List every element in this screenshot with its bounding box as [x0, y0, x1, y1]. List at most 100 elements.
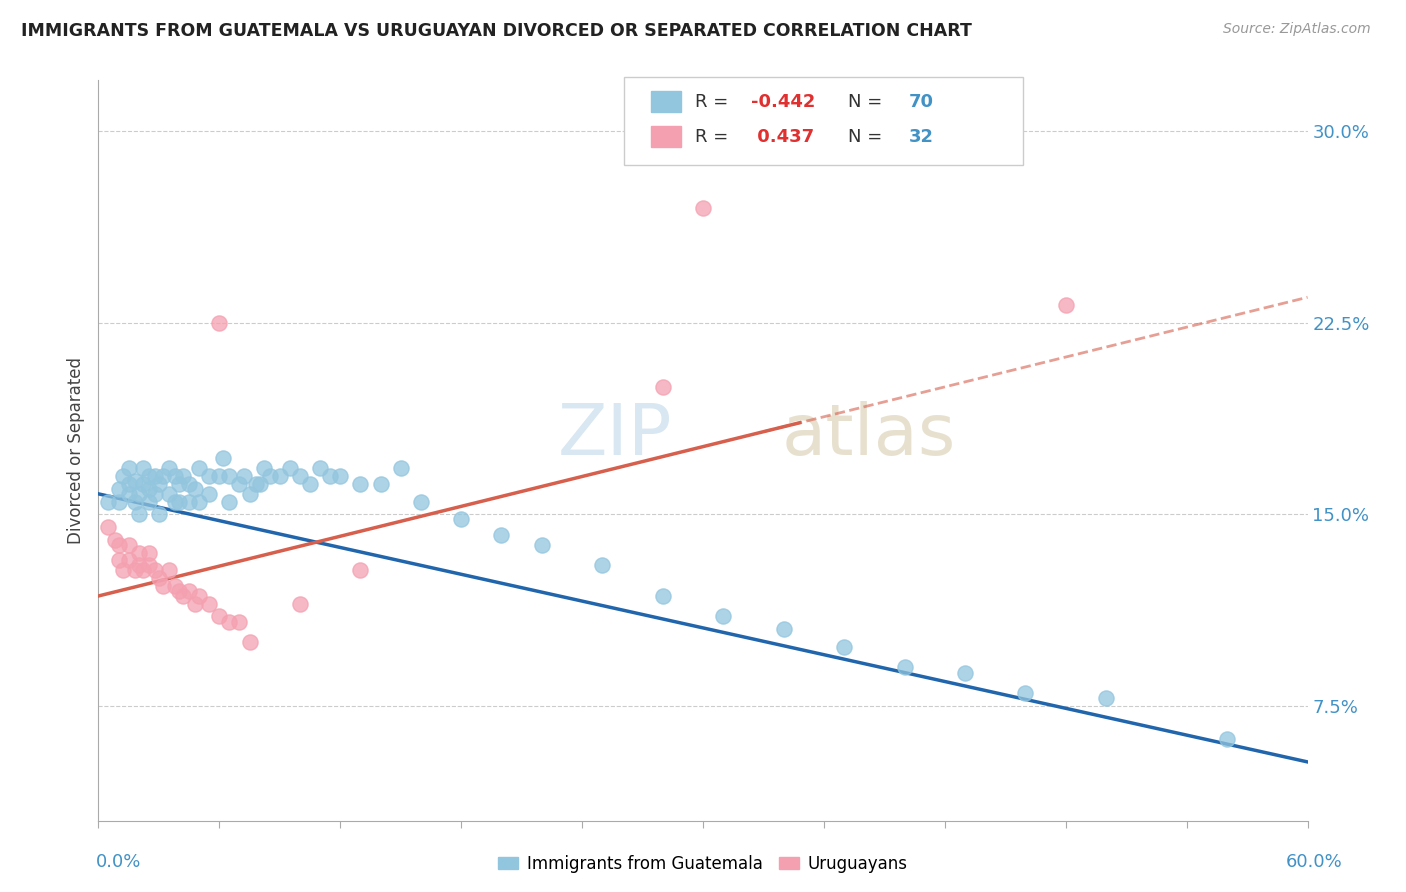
Point	[1216, 731, 1239, 746]
Point	[184, 482, 207, 496]
Point	[198, 597, 221, 611]
Point	[491, 527, 513, 541]
Text: 70: 70	[908, 93, 934, 111]
Point	[128, 545, 150, 559]
Text: ZIP: ZIP	[558, 401, 672, 470]
Point	[157, 564, 180, 578]
Point	[184, 597, 207, 611]
Point	[163, 579, 186, 593]
Point	[111, 564, 134, 578]
Point	[138, 482, 160, 496]
Point	[118, 487, 141, 501]
Point	[249, 476, 271, 491]
Text: R =: R =	[695, 128, 734, 145]
Point	[299, 476, 322, 491]
Point	[1014, 686, 1036, 700]
Text: 32: 32	[908, 128, 934, 145]
Point	[163, 494, 186, 508]
Point	[107, 494, 129, 508]
Text: Source: ZipAtlas.com: Source: ZipAtlas.com	[1223, 22, 1371, 37]
Point	[832, 640, 855, 654]
Point	[188, 589, 211, 603]
Point	[208, 316, 231, 330]
Point	[208, 609, 231, 624]
Point	[172, 469, 194, 483]
Point	[409, 494, 432, 508]
Point	[228, 476, 250, 491]
Point	[179, 476, 201, 491]
Point	[107, 538, 129, 552]
Point	[128, 558, 150, 573]
Point	[212, 451, 235, 466]
Point	[278, 461, 301, 475]
Text: N =: N =	[848, 93, 889, 111]
Point	[138, 545, 160, 559]
Point	[772, 622, 794, 636]
Point	[143, 469, 166, 483]
Point	[118, 553, 141, 567]
Text: N =: N =	[848, 128, 889, 145]
Point	[132, 476, 155, 491]
Point	[1054, 298, 1077, 312]
Point	[239, 635, 262, 649]
Point	[167, 583, 190, 598]
Text: -0.442: -0.442	[751, 93, 815, 111]
Point	[1095, 691, 1118, 706]
FancyBboxPatch shape	[624, 77, 1024, 165]
Legend: Immigrants from Guatemala, Uruguayans: Immigrants from Guatemala, Uruguayans	[492, 848, 914, 880]
Point	[188, 494, 211, 508]
Point	[152, 579, 174, 593]
Point	[329, 469, 352, 483]
Point	[370, 476, 392, 491]
Point	[103, 533, 125, 547]
Point	[269, 469, 291, 483]
Point	[530, 538, 553, 552]
Point	[143, 564, 166, 578]
Point	[107, 553, 129, 567]
Point	[148, 476, 170, 491]
Point	[349, 564, 371, 578]
Point	[172, 589, 194, 603]
Point	[208, 469, 231, 483]
Point	[188, 461, 211, 475]
Y-axis label: Divorced or Separated: Divorced or Separated	[66, 357, 84, 544]
Point	[143, 487, 166, 501]
Point	[124, 564, 146, 578]
Point	[239, 487, 262, 501]
Point	[97, 494, 120, 508]
Point	[97, 520, 120, 534]
Point	[132, 461, 155, 475]
Text: 0.437: 0.437	[751, 128, 814, 145]
Point	[309, 461, 332, 475]
Point	[148, 571, 170, 585]
Point	[163, 469, 186, 483]
Bar	[651, 91, 682, 112]
Point	[138, 494, 160, 508]
Point	[259, 469, 281, 483]
Point	[218, 494, 240, 508]
Point	[157, 461, 180, 475]
Point	[228, 615, 250, 629]
Point	[651, 379, 673, 393]
Point	[128, 508, 150, 522]
Point	[218, 615, 240, 629]
Point	[118, 476, 141, 491]
Point	[218, 469, 240, 483]
Point	[167, 476, 190, 491]
Point	[651, 589, 673, 603]
Point	[692, 201, 714, 215]
Bar	[651, 126, 682, 147]
Point	[232, 469, 254, 483]
Point	[138, 469, 160, 483]
Point	[167, 494, 190, 508]
Point	[198, 469, 221, 483]
Point	[111, 469, 134, 483]
Point	[118, 538, 141, 552]
Point	[152, 469, 174, 483]
Point	[450, 512, 472, 526]
Point	[118, 461, 141, 475]
Point	[107, 482, 129, 496]
Point	[711, 609, 734, 624]
Point	[179, 494, 201, 508]
Point	[128, 487, 150, 501]
